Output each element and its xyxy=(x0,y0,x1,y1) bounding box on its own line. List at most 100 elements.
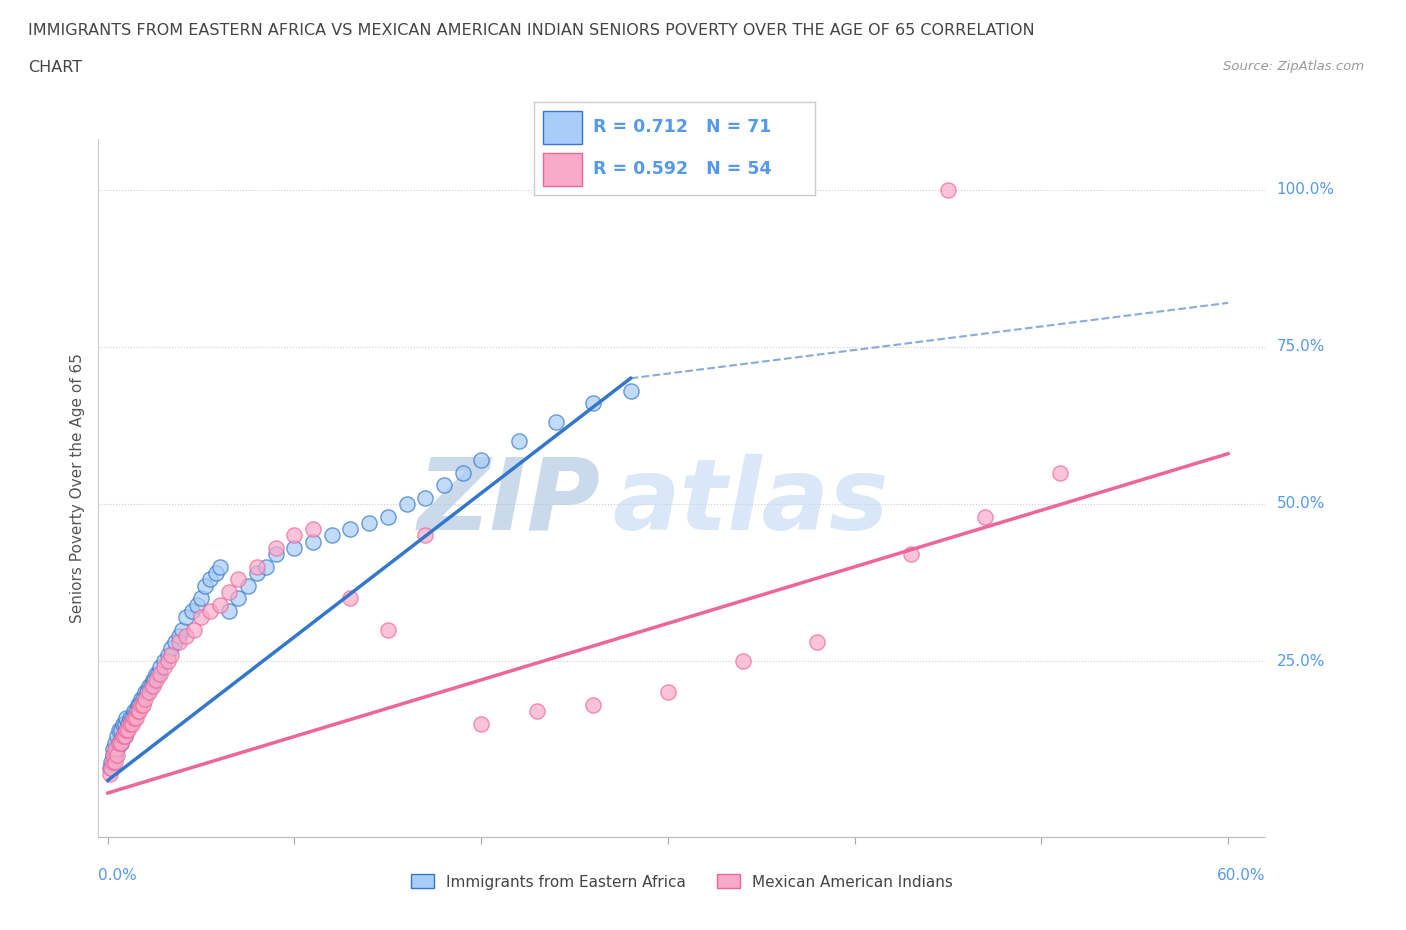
Point xyxy=(152,654,174,669)
Point xyxy=(128,698,150,712)
Point xyxy=(413,528,436,543)
Point xyxy=(110,723,132,737)
Point xyxy=(194,578,217,593)
Point xyxy=(180,604,202,618)
Point xyxy=(302,534,325,549)
Point xyxy=(145,672,167,687)
Point xyxy=(283,540,305,555)
Point xyxy=(218,584,240,599)
Point xyxy=(433,478,456,493)
Point xyxy=(470,453,492,468)
Point xyxy=(131,691,153,706)
Point xyxy=(103,754,125,769)
Point xyxy=(900,547,922,562)
Text: 60.0%: 60.0% xyxy=(1218,868,1265,883)
Point xyxy=(470,716,492,731)
Point xyxy=(200,604,222,618)
Point xyxy=(339,522,361,537)
Point xyxy=(200,572,222,587)
Point xyxy=(132,691,155,706)
Point xyxy=(128,704,150,719)
Point xyxy=(582,396,605,411)
Point xyxy=(110,736,132,751)
Point xyxy=(208,559,231,574)
Point xyxy=(174,610,197,625)
Point xyxy=(115,723,138,737)
Point xyxy=(110,736,132,751)
Point xyxy=(256,559,278,574)
Text: 0.0%: 0.0% xyxy=(98,868,138,883)
Point xyxy=(974,509,997,524)
Point xyxy=(127,704,149,719)
Point xyxy=(117,723,139,737)
Point xyxy=(104,741,127,756)
Point xyxy=(111,729,134,744)
Text: 75.0%: 75.0% xyxy=(1277,339,1324,354)
Point xyxy=(186,597,208,612)
Point xyxy=(208,597,231,612)
Point xyxy=(115,723,138,737)
Point xyxy=(105,748,128,763)
Point xyxy=(359,515,381,530)
Point xyxy=(413,490,436,505)
Point xyxy=(108,736,131,751)
Point xyxy=(731,654,754,669)
Point xyxy=(264,540,287,555)
Point xyxy=(100,761,122,776)
Point xyxy=(302,522,325,537)
Point xyxy=(136,685,159,700)
Point xyxy=(156,647,179,662)
Point xyxy=(138,685,160,700)
Point xyxy=(163,635,186,650)
Point xyxy=(142,672,165,687)
Point xyxy=(142,679,165,694)
Point xyxy=(98,761,121,776)
Point xyxy=(111,729,134,744)
Point xyxy=(228,591,250,605)
Point xyxy=(321,528,343,543)
Text: 100.0%: 100.0% xyxy=(1277,182,1334,197)
Point xyxy=(114,729,136,744)
Point xyxy=(139,679,162,694)
Point xyxy=(134,691,156,706)
Point xyxy=(339,591,361,605)
Point xyxy=(134,685,156,700)
Point xyxy=(172,622,194,637)
Point xyxy=(377,622,399,637)
Text: ZIP: ZIP xyxy=(418,454,600,551)
Point xyxy=(167,629,190,644)
Point xyxy=(395,497,418,512)
Point xyxy=(190,610,212,625)
Point xyxy=(619,383,641,398)
Point xyxy=(132,698,155,712)
FancyBboxPatch shape xyxy=(543,111,582,144)
Point xyxy=(121,716,143,731)
Point xyxy=(218,604,240,618)
Point xyxy=(526,704,548,719)
Point xyxy=(236,578,259,593)
Text: CHART: CHART xyxy=(28,60,82,75)
Point xyxy=(104,748,127,763)
Point xyxy=(160,647,183,662)
Point xyxy=(103,741,125,756)
Point xyxy=(114,716,136,731)
Point xyxy=(377,509,399,524)
Point xyxy=(183,622,205,637)
Point xyxy=(228,572,250,587)
Point xyxy=(264,547,287,562)
Point xyxy=(127,698,149,712)
Point xyxy=(114,729,136,744)
Point xyxy=(149,660,172,675)
Point xyxy=(122,704,145,719)
Point xyxy=(108,723,131,737)
Point xyxy=(105,741,128,756)
Point xyxy=(103,748,125,763)
Text: 25.0%: 25.0% xyxy=(1277,654,1324,669)
Point xyxy=(122,711,145,725)
Point xyxy=(131,698,153,712)
Text: Source: ZipAtlas.com: Source: ZipAtlas.com xyxy=(1223,60,1364,73)
Text: atlas: atlas xyxy=(612,454,889,551)
Point xyxy=(103,748,125,763)
Point xyxy=(100,754,122,769)
Legend: Immigrants from Eastern Africa, Mexican American Indians: Immigrants from Eastern Africa, Mexican … xyxy=(405,869,959,896)
